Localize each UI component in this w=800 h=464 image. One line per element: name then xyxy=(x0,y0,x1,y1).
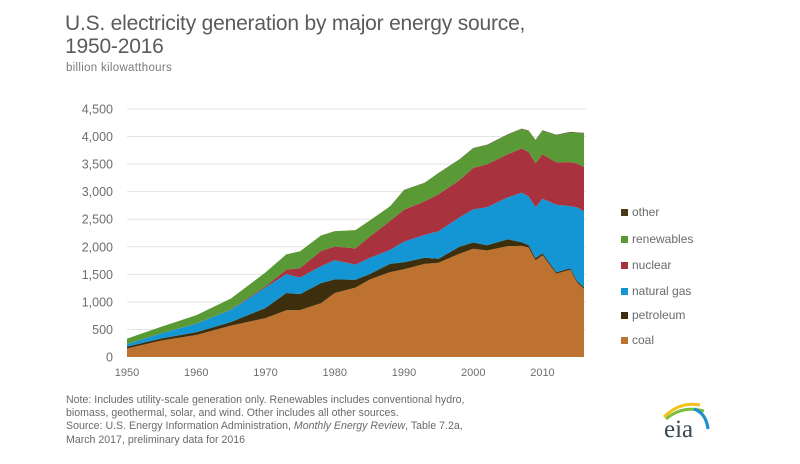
area-petroleum xyxy=(127,239,584,349)
legend-item-petroleum: petroleum xyxy=(621,308,685,322)
chart-notes: Note: Includes utility-scale generation … xyxy=(66,394,464,447)
y-tick-label: 500 xyxy=(92,323,113,337)
legend-label: coal xyxy=(632,333,655,347)
legend-label: natural gas xyxy=(632,284,692,298)
area-natural-gas xyxy=(127,192,584,347)
legend-swatch xyxy=(621,261,628,269)
legend-swatch xyxy=(621,235,628,243)
y-axis-ticks: 0 500 1,000 1,500 2,000 2,500 3,000 3,500 4,000 4… xyxy=(82,103,113,365)
legend-label: nuclear xyxy=(632,258,672,272)
note-line-1: Note: Includes utility-scale generation … xyxy=(66,394,465,406)
legend-item-renewables: renewables xyxy=(621,232,693,246)
y-tick-label: 1,500 xyxy=(82,268,113,282)
area-renewables xyxy=(127,129,584,345)
x-tick-label: 2010 xyxy=(530,367,554,379)
legend-item-nuclear: nuclear xyxy=(621,258,671,272)
source-title: Monthly Energy Review xyxy=(293,420,406,433)
legend-label: renewables xyxy=(632,232,694,246)
chart-title-line1: U.S. electricity generation by major ene… xyxy=(65,12,526,35)
legend-item-natural-gas: natural gas xyxy=(621,284,691,298)
source-line: Source: U.S. Energy Information Administ… xyxy=(66,420,464,433)
y-tick-label: 2,000 xyxy=(82,240,113,254)
area-series xyxy=(127,128,584,357)
note-line-2: biomass, geothermal, solar, and wind. Ot… xyxy=(66,407,399,420)
y-tick-label: 2,500 xyxy=(82,213,113,227)
source-suffix: , Table 7.2a, xyxy=(405,420,463,433)
x-tick-label: 2000 xyxy=(461,367,485,379)
chart-title: U.S. electricity generation by major ene… xyxy=(65,12,525,58)
x-tick-label: 1950 xyxy=(115,367,139,379)
chart-unit-label: billion kilowatthours xyxy=(66,62,173,74)
legend-swatch xyxy=(621,336,628,344)
y-tick-label: 3,500 xyxy=(82,158,113,172)
x-tick-label: 1970 xyxy=(253,367,277,379)
legend-swatch xyxy=(621,208,628,216)
area-nuclear xyxy=(127,148,584,345)
legend-label: petroleum xyxy=(632,308,686,322)
chart-title-line2: 1950-2016 xyxy=(65,35,164,58)
x-axis-ticks: 1950 1960 1970 1980 1990 2000 2010 xyxy=(115,367,555,379)
area-coal xyxy=(127,245,584,357)
note-line-4: March 2017, preliminary data for 2016 xyxy=(66,433,246,446)
x-tick-label: 1960 xyxy=(184,367,208,379)
y-tick-label: 3,000 xyxy=(82,185,113,199)
y-tick-label: 0 xyxy=(106,351,113,365)
x-tick-label: 1980 xyxy=(322,367,346,379)
y-tick-label: 4,000 xyxy=(82,130,113,144)
legend-item-coal: coal xyxy=(621,333,654,347)
legend-item-other: other xyxy=(621,205,659,219)
legend-label: other xyxy=(632,205,660,219)
source-prefix: Source: U.S. Energy Information Administ… xyxy=(66,420,294,433)
eia-logo-icon: eia xyxy=(662,402,710,443)
y-tick-label: 1,000 xyxy=(82,295,113,309)
x-tick-label: 1990 xyxy=(392,367,416,379)
eia-logo-text: eia xyxy=(664,416,693,443)
legend-swatch xyxy=(621,311,628,319)
y-tick-label: 4,500 xyxy=(82,103,113,117)
legend-swatch xyxy=(621,287,628,295)
eia-logo: eia xyxy=(656,395,716,445)
